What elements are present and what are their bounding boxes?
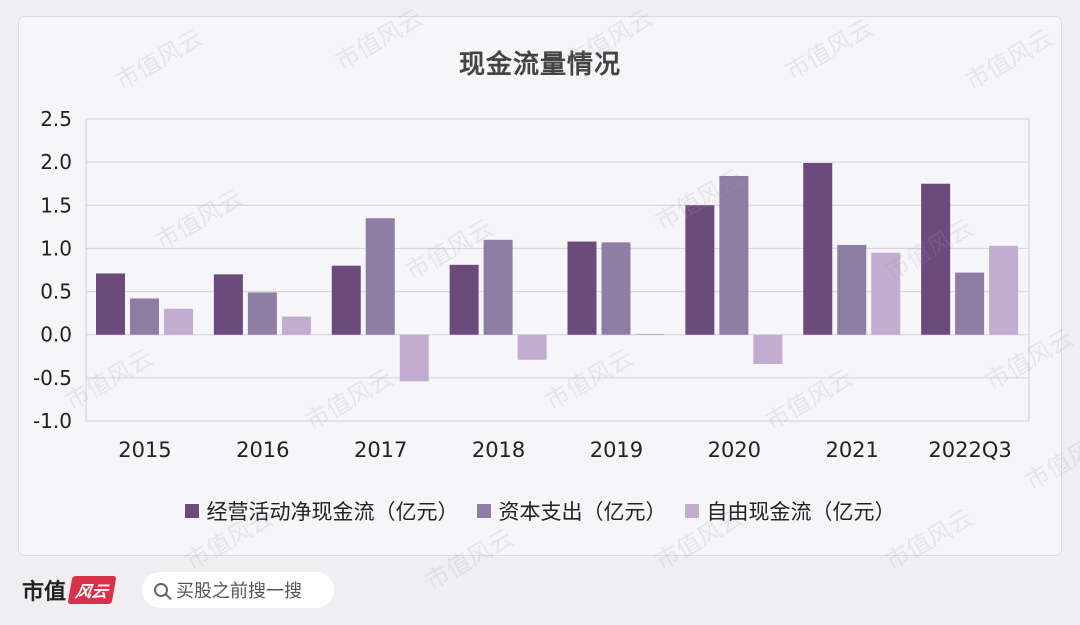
y-tick-label: 2.0 (40, 150, 72, 174)
legend-label-free-cash-flow: 自由现金流（亿元） (706, 500, 896, 524)
y-tick-label: 1.5 (40, 193, 72, 217)
bar-series1 (449, 264, 479, 335)
bar-series3 (281, 316, 311, 335)
bar-series2 (719, 175, 749, 335)
legend-item-operating-cash-flow: 经营活动净现金流（亿元） (184, 496, 459, 526)
y-tick-label: -0.5 (33, 366, 72, 390)
y-tick-label: 2.5 (40, 107, 72, 131)
bar-series3 (517, 334, 547, 360)
bar-series3 (753, 334, 783, 365)
brand-logo: 市值 风云 (22, 574, 117, 606)
bar-series2 (483, 239, 513, 335)
bar-series1 (213, 274, 243, 335)
y-tick-label: 0.5 (40, 280, 72, 304)
bar-series2 (247, 292, 277, 335)
legend-item-capex: 资本支出（亿元） (476, 496, 667, 526)
bar-series1 (803, 163, 833, 335)
bar-series3 (164, 308, 193, 335)
bar-series2 (601, 242, 631, 335)
bar-series3 (871, 252, 901, 335)
x-tick-label: 2020 (708, 438, 761, 462)
legend-swatch-free-cash-flow (684, 504, 699, 518)
search-placeholder: 买股之前搜一搜 (176, 581, 302, 602)
bar-series1 (567, 241, 597, 335)
bar-series1 (921, 183, 951, 335)
legend-swatch-capex (476, 504, 491, 518)
bar-series2 (130, 298, 159, 335)
search-icon (154, 583, 168, 597)
legend-label-capex: 资本支出（亿元） (498, 500, 667, 524)
x-tick-label: 2018 (472, 438, 525, 462)
legend-item-free-cash-flow: 自由现金流（亿元） (684, 496, 896, 526)
chart-legend: 经营活动净现金流（亿元） 资本支出（亿元） 自由现金流（亿元） (0, 496, 1080, 526)
x-tick-label: 2015 (118, 438, 171, 462)
y-tick-label: 1.0 (40, 236, 72, 260)
bar-series2 (955, 272, 985, 335)
bar-series3 (635, 333, 665, 335)
x-tick-label: 2022Q3 (928, 438, 1011, 462)
y-tick-label: 0.0 (40, 323, 72, 347)
chart-title: 现金流量情况 (458, 50, 621, 80)
y-tick-label: -1.0 (33, 409, 72, 433)
brand-badge: 风云 (67, 576, 117, 604)
bar-series1 (96, 273, 125, 335)
legend-label-operating-cash-flow: 经营活动净现金流（亿元） (206, 500, 459, 524)
bar-series1 (331, 265, 361, 335)
x-tick-label: 2019 (590, 438, 643, 462)
bar-series1 (685, 205, 715, 335)
bar-series3 (399, 334, 429, 382)
legend-swatch-operating-cash-flow (184, 504, 199, 518)
bar-series2 (837, 244, 867, 335)
brand-name: 市值 (22, 580, 67, 605)
bar-series2 (365, 218, 395, 335)
bar-series3 (989, 245, 1019, 335)
x-tick-label: 2021 (825, 438, 878, 462)
search-box[interactable]: 买股之前搜一搜 (142, 572, 334, 608)
x-tick-label: 2017 (354, 438, 407, 462)
x-tick-label: 2016 (236, 438, 289, 462)
